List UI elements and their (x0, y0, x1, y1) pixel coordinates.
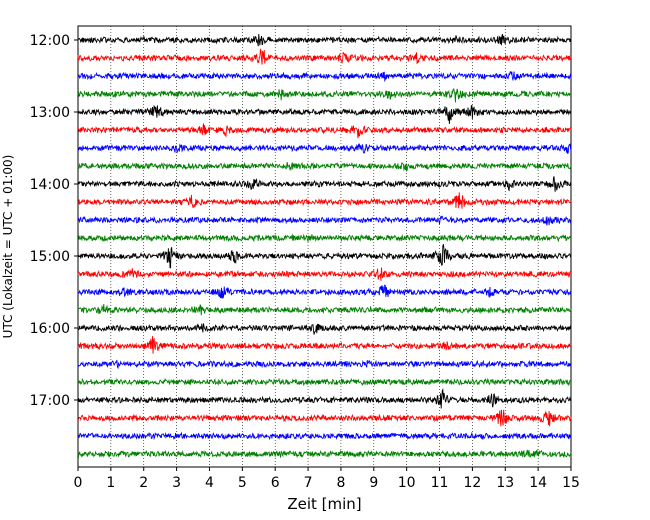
trace-1600 (77, 323, 572, 335)
trace-1245 (77, 88, 572, 103)
traces (77, 33, 572, 459)
trace-1730 (77, 431, 572, 441)
y-axis-label: UTC (Lokalzeit = UTC + 01:00) (1, 155, 15, 339)
trace-1515 (77, 267, 572, 281)
trace-1230 (77, 71, 572, 83)
trace-1445 (77, 233, 572, 243)
x-tick-label: 1 (106, 475, 115, 491)
x-tick-label: 3 (172, 475, 181, 491)
x-tick-label: 15 (562, 475, 580, 491)
trace-1330 (77, 143, 572, 154)
trace-1645 (77, 377, 572, 387)
x-tick-label: 11 (431, 475, 449, 491)
x-tick-label: 4 (205, 475, 214, 491)
y-axis-ticks: 12:00 13:00 14:00 15:00 16:00 17:00 (30, 33, 78, 409)
y-tick-label: 14:00 (30, 177, 70, 193)
trace-1400 (77, 176, 572, 192)
plot-area (77, 25, 572, 468)
y-tick-label: 17:00 (30, 393, 70, 409)
trace-1200 (77, 33, 572, 47)
trace-1615 (77, 336, 572, 354)
trace-1630 (77, 359, 572, 370)
trace-1215 (77, 48, 572, 65)
trace-1700 (77, 388, 572, 409)
y-tick-label: 15:00 (30, 249, 70, 265)
x-tick-label: 12 (463, 475, 481, 491)
x-tick-label: 0 (74, 475, 83, 491)
trace-1500 (77, 244, 572, 269)
x-axis-label: Zeit [min] (287, 495, 361, 513)
x-tick-label: 5 (238, 475, 247, 491)
x-tick-label: 7 (304, 475, 313, 491)
x-tick-label: 10 (398, 475, 416, 491)
trace-1545 (77, 303, 572, 316)
x-tick-label: 14 (529, 475, 547, 491)
y-tick-label: 13:00 (30, 105, 70, 121)
x-tick-label: 9 (369, 475, 378, 491)
x-tick-label: 2 (139, 475, 148, 491)
trace-1315 (77, 123, 572, 139)
y-tick-label: 12:00 (30, 33, 70, 49)
trace-1715 (77, 409, 572, 427)
trace-1415 (77, 192, 572, 209)
x-tick-label: 6 (271, 475, 280, 491)
y-tick-label: 16:00 (30, 321, 70, 337)
x-axis-ticks: 0 1 2 3 4 5 6 7 8 9 10 11 12 13 14 15 (74, 467, 580, 491)
trace-1530 (77, 284, 572, 299)
trace-1745 (77, 449, 572, 459)
trace-1300 (77, 104, 572, 125)
x-tick-label: 8 (336, 475, 345, 491)
trace-1430 (77, 215, 572, 226)
x-tick-label: 13 (496, 475, 514, 491)
trace-1345 (77, 161, 572, 173)
